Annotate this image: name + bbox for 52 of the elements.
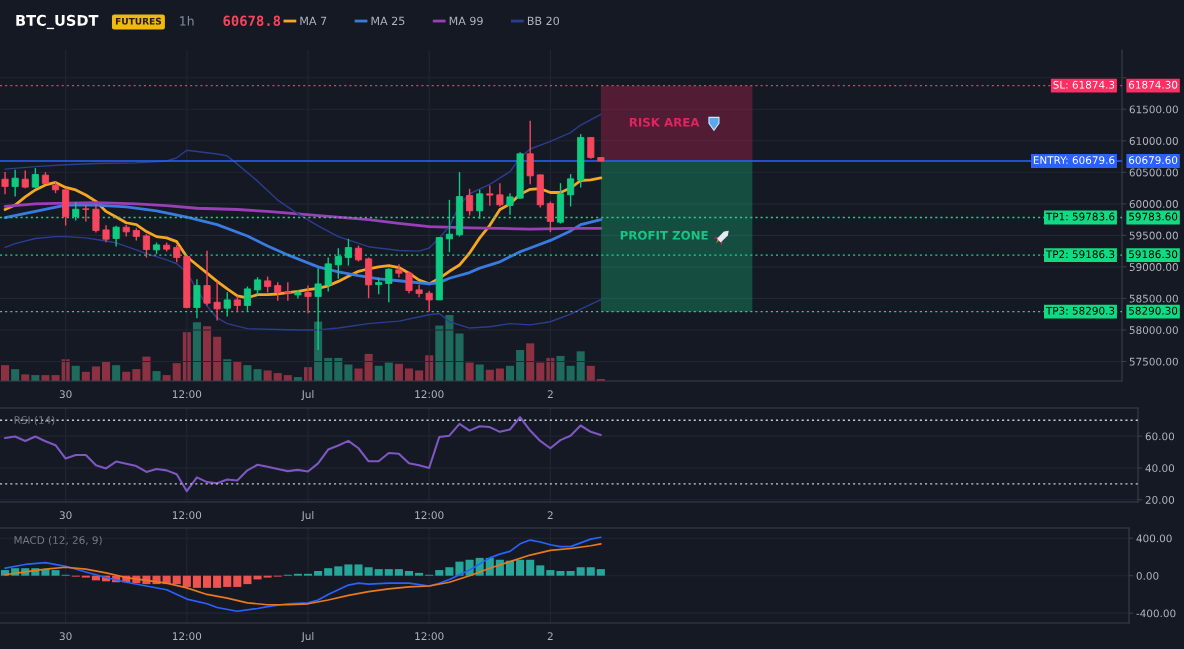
y-tick-label: 57500.00 (1129, 357, 1178, 366)
x-tick-label: 2 (547, 632, 553, 640)
x-tick-label: Jul (301, 390, 314, 401)
text: RSI (14) (14, 415, 55, 426)
annotation: 59783.60 (1129, 212, 1178, 221)
y-tick-label: -400.00 (1136, 609, 1176, 618)
text: FUTURES (115, 17, 162, 25)
y-tick-label: 400.00 (1136, 534, 1172, 543)
x-tick-label: 12:00 (415, 511, 444, 520)
y-tick-label: 59000.00 (1129, 263, 1178, 271)
y-tick-label: 0.00 (1136, 571, 1159, 580)
y-tick-label: 61000.00 (1129, 137, 1178, 145)
y-tick-label: 61500.00 (1129, 105, 1178, 114)
ref-line-label: ENTRY: 60679.6 (1033, 156, 1115, 165)
y-tick-label: 40.00 (1145, 464, 1175, 473)
band-label: PROFIT ZONE (620, 230, 708, 240)
text: MACD (12, 26, 9) (14, 535, 102, 546)
x-tick-label: 30 (59, 511, 72, 520)
x-tick-label: Jul (301, 511, 314, 522)
x-tick-label: 30 (59, 632, 72, 641)
x-tick-label: 12:00 (172, 632, 202, 641)
y-tick-label: 60500.00 (1129, 168, 1178, 177)
legend-label: MA 99 (449, 16, 483, 26)
annotation: 61874.30 (1128, 80, 1178, 89)
x-tick-label: 2 (547, 511, 553, 519)
y-tick-label: 58000.00 (1129, 326, 1178, 335)
ref-line-label: TP2: 59186.3 (1045, 250, 1115, 259)
chart-title: BTC_USDT (16, 14, 99, 30)
legend-label: MA 25 (371, 16, 405, 26)
x-tick-label: 12:00 (172, 511, 202, 520)
annotation: 58290.30 (1129, 306, 1178, 315)
ref-line-label: SL: 61874.3 (1053, 80, 1115, 89)
x-tick-label: Jul (301, 632, 314, 643)
y-tick-label: 58500.00 (1129, 294, 1178, 303)
x-tick-label: 30 (59, 390, 72, 399)
y-tick-label: 59500.00 (1129, 231, 1178, 240)
x-tick-label: 2 (547, 390, 553, 398)
y-tick-label: 60.00 (1145, 432, 1175, 441)
annotation: 60679.60 (1128, 156, 1178, 165)
x-tick-label: 12:00 (415, 390, 444, 399)
band-label: RISK AREA (629, 117, 700, 127)
legend-label: MA 7 (300, 16, 327, 25)
x-tick-label: 12:00 (415, 632, 444, 641)
text: 60678.8 (223, 15, 281, 27)
x-tick-label: 12:00 (172, 390, 202, 399)
ref-line-label: TP3: 58290.3 (1045, 306, 1115, 315)
annotation: 59186.30 (1129, 250, 1178, 259)
text: 1h (180, 15, 194, 26)
y-tick-label: 20.00 (1145, 496, 1175, 504)
ref-line-label: TP1: 59783.6 (1045, 212, 1115, 221)
y-tick-label: 60000.00 (1129, 200, 1178, 208)
legend-label: BB 20 (527, 16, 560, 26)
